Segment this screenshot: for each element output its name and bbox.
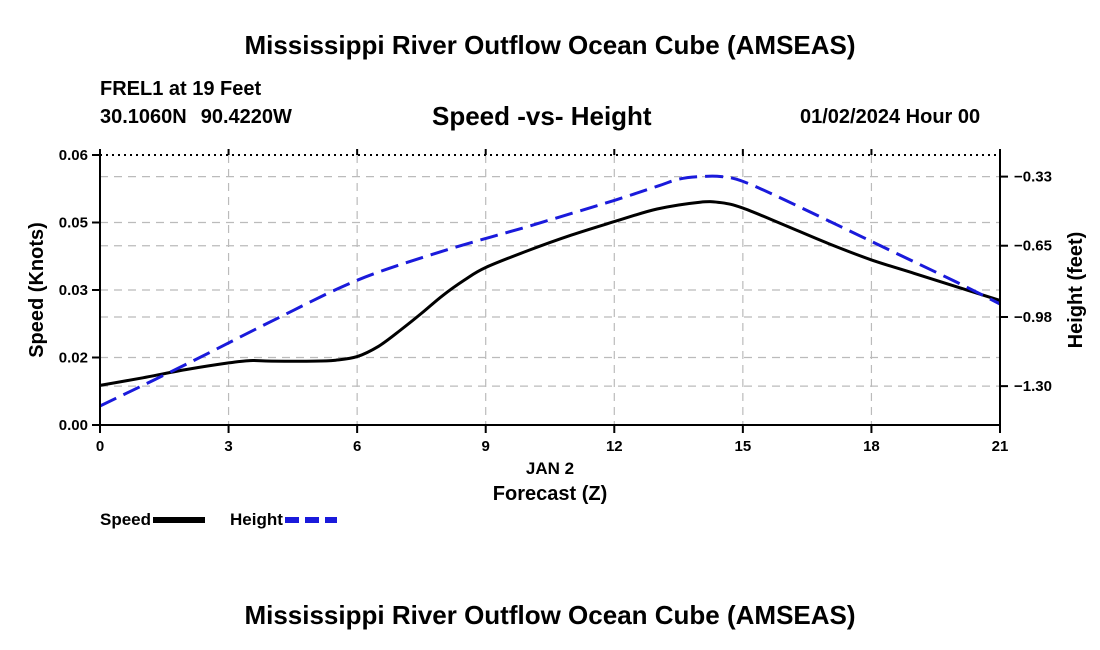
- y-tick-label: 0.06: [59, 147, 88, 164]
- x-tick-label: 15: [735, 438, 752, 455]
- chart-series: [99, 174, 1001, 408]
- y2-tick-label: −0.65: [1014, 238, 1052, 255]
- legend-speed-swatch: [153, 517, 206, 523]
- x-tick-label: 21: [992, 438, 1009, 455]
- legend-height-label: Height: [230, 510, 283, 529]
- y-tick-label: 0.02: [59, 350, 88, 367]
- chart-subtitle: Speed -vs- Height: [432, 101, 652, 131]
- latitude-label: 30.1060N: [100, 106, 187, 128]
- longitude-label: 90.4220W: [200, 106, 292, 128]
- legend-speed: Speed: [100, 510, 206, 530]
- chart-frame: [99, 154, 1001, 426]
- x-tick-label: 9: [482, 438, 490, 455]
- y-axis-title: Speed (Knots): [26, 222, 48, 358]
- y2-tick-label: −0.33: [1014, 169, 1052, 186]
- x-tick-label: 6: [353, 438, 361, 455]
- station-label: FREL1 at 19 Feet: [100, 78, 262, 100]
- x-tick-label: 12: [606, 438, 623, 455]
- y2-axis-title: Height (feet): [1065, 232, 1087, 349]
- x-axis-date-label: JAN 2: [526, 459, 574, 478]
- chart-ticks: 0 3 6 9 12 15 18 21 0.00 0.02 0.03 0.05 0.06 −0.33 −0.…: [59, 147, 1052, 455]
- chart-main-title: Mississippi River Outflow Ocean Cube (AM…: [244, 30, 856, 60]
- legend-height-swatch: [284, 517, 337, 523]
- x-tick-label: 3: [224, 438, 232, 455]
- y-tick-label: 0.03: [59, 282, 88, 299]
- legend-speed-label: Speed: [100, 510, 152, 529]
- x-tick-label: 18: [863, 438, 880, 455]
- series-line-height: [99, 174, 1001, 408]
- station-coordinates: 30.1060N 90.4220W: [100, 106, 292, 129]
- chart-grid: [100, 155, 1000, 425]
- y2-tick-label: −0.98: [1014, 309, 1052, 326]
- series-line-speed: [99, 200, 1001, 387]
- x-axis-title: Forecast (Z): [493, 483, 607, 505]
- x-tick-label: 0: [96, 438, 104, 455]
- chart-footer-title: Mississippi River Outflow Ocean Cube (AM…: [244, 600, 856, 630]
- y-tick-label: 0.05: [59, 215, 88, 232]
- y2-tick-label: −1.30: [1014, 378, 1052, 395]
- legend-height: Height: [230, 510, 337, 530]
- forecast-datestamp: 01/02/2024 Hour 00: [800, 106, 981, 128]
- y-tick-label: 0.00: [59, 417, 88, 434]
